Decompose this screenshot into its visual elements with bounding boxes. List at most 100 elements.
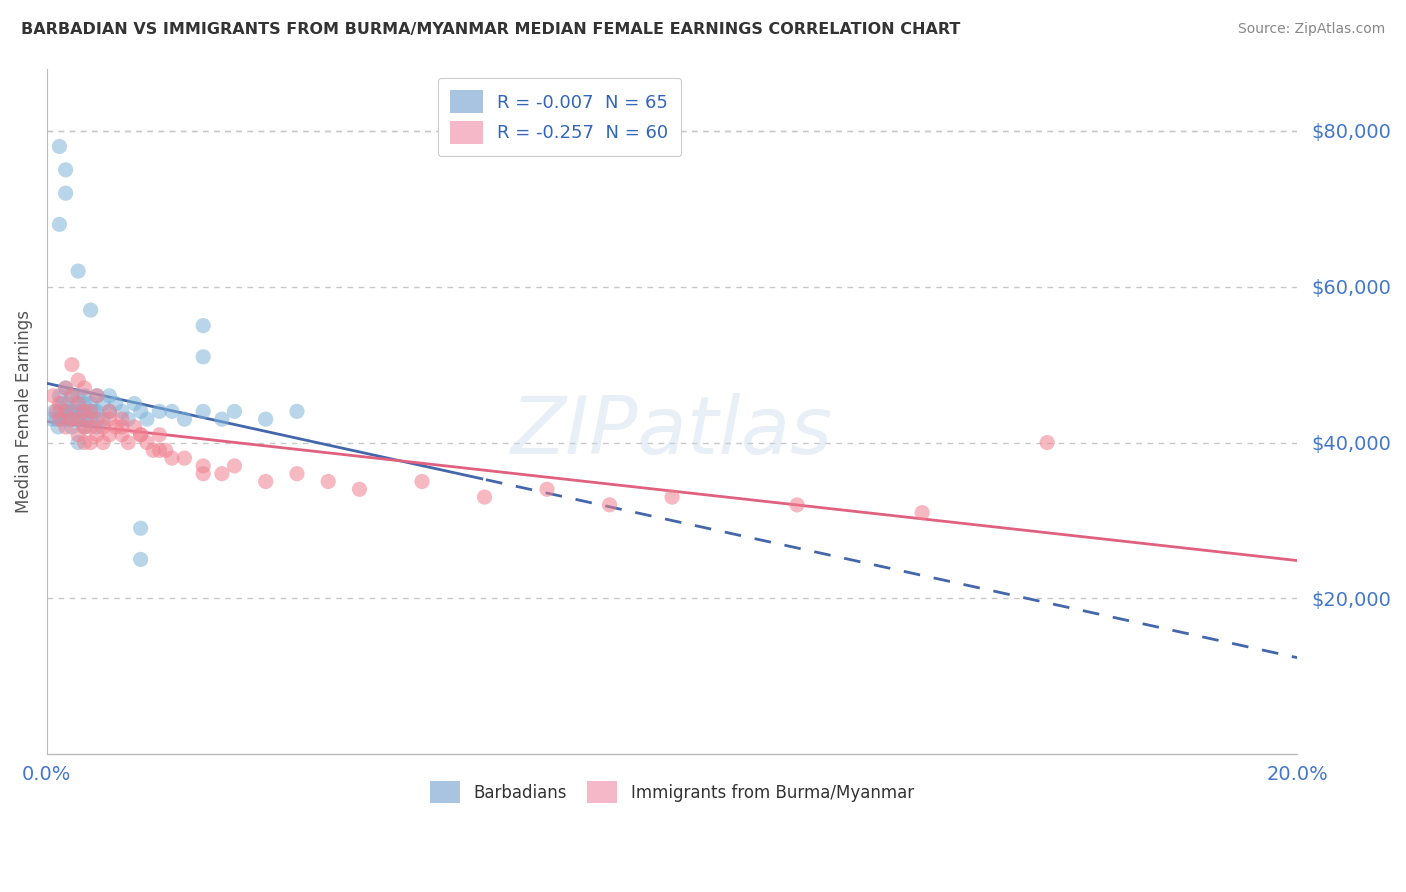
Point	[42, 389, 65, 403]
Point	[98, 404, 121, 418]
Point	[129, 427, 152, 442]
Point	[67, 404, 90, 418]
Point	[211, 467, 233, 481]
Point	[45, 404, 67, 418]
Point	[79, 435, 101, 450]
Point	[91, 435, 114, 450]
Point	[117, 435, 139, 450]
Point	[79, 404, 101, 418]
Point	[193, 467, 215, 481]
Point	[73, 381, 96, 395]
Point	[160, 404, 183, 418]
Point	[60, 358, 83, 372]
Point	[73, 389, 96, 403]
Point	[193, 318, 215, 333]
Point	[67, 412, 90, 426]
Y-axis label: Median Female Earnings: Median Female Earnings	[15, 310, 32, 513]
Point	[224, 404, 246, 418]
Point	[129, 552, 152, 566]
Point	[254, 475, 277, 489]
Point	[67, 389, 90, 403]
Point	[83, 404, 105, 418]
Point	[316, 475, 339, 489]
Point	[117, 412, 139, 426]
Point	[911, 506, 934, 520]
Point	[129, 427, 152, 442]
Point	[211, 412, 233, 426]
Point	[111, 404, 134, 418]
Point	[73, 396, 96, 410]
Point	[599, 498, 621, 512]
Point	[73, 404, 96, 418]
Point	[1036, 435, 1059, 450]
Point	[67, 264, 90, 278]
Point	[148, 404, 170, 418]
Text: BARBADIAN VS IMMIGRANTS FROM BURMA/MYANMAR MEDIAN FEMALE EARNINGS CORRELATION CH: BARBADIAN VS IMMIGRANTS FROM BURMA/MYANM…	[21, 22, 960, 37]
Point	[73, 420, 96, 434]
Point	[55, 381, 77, 395]
Point	[67, 396, 90, 410]
Point	[142, 443, 165, 458]
Point	[48, 404, 70, 418]
Point	[79, 396, 101, 410]
Point	[55, 404, 77, 418]
Point	[48, 396, 70, 410]
Point	[67, 435, 90, 450]
Point	[55, 381, 77, 395]
Point	[349, 483, 371, 497]
Point	[60, 404, 83, 418]
Text: ZIPatlas: ZIPatlas	[510, 393, 834, 471]
Point	[160, 451, 183, 466]
Point	[60, 389, 83, 403]
Point	[55, 412, 77, 426]
Point	[135, 412, 157, 426]
Point	[79, 303, 101, 318]
Point	[55, 186, 77, 201]
Point	[129, 521, 152, 535]
Point	[786, 498, 808, 512]
Point	[79, 420, 101, 434]
Point	[193, 458, 215, 473]
Point	[67, 373, 90, 387]
Point	[49, 412, 72, 426]
Point	[661, 490, 683, 504]
Point	[48, 389, 70, 403]
Point	[148, 443, 170, 458]
Point	[86, 404, 108, 418]
Point	[58, 412, 80, 426]
Text: Source: ZipAtlas.com: Source: ZipAtlas.com	[1237, 22, 1385, 37]
Point	[67, 396, 90, 410]
Point	[91, 420, 114, 434]
Point	[73, 435, 96, 450]
Point	[104, 396, 127, 410]
Point	[59, 404, 82, 418]
Point	[56, 396, 79, 410]
Point	[86, 427, 108, 442]
Point	[76, 412, 98, 426]
Point	[41, 412, 63, 426]
Point	[98, 412, 121, 426]
Point	[148, 427, 170, 442]
Point	[67, 412, 90, 426]
Point	[173, 412, 195, 426]
Point	[62, 412, 84, 426]
Point	[60, 412, 83, 426]
Legend: Barbadians, Immigrants from Burma/Myanmar: Barbadians, Immigrants from Burma/Myanma…	[419, 770, 925, 814]
Point	[86, 412, 108, 426]
Point	[48, 412, 70, 426]
Point	[67, 427, 90, 442]
Point	[124, 396, 146, 410]
Point	[51, 396, 73, 410]
Point	[411, 475, 433, 489]
Point	[193, 404, 215, 418]
Point	[55, 404, 77, 418]
Point	[60, 420, 83, 434]
Point	[193, 350, 215, 364]
Point	[98, 427, 121, 442]
Point	[46, 420, 69, 434]
Point	[173, 451, 195, 466]
Point	[79, 412, 101, 426]
Point	[111, 427, 134, 442]
Point	[48, 218, 70, 232]
Point	[55, 162, 77, 177]
